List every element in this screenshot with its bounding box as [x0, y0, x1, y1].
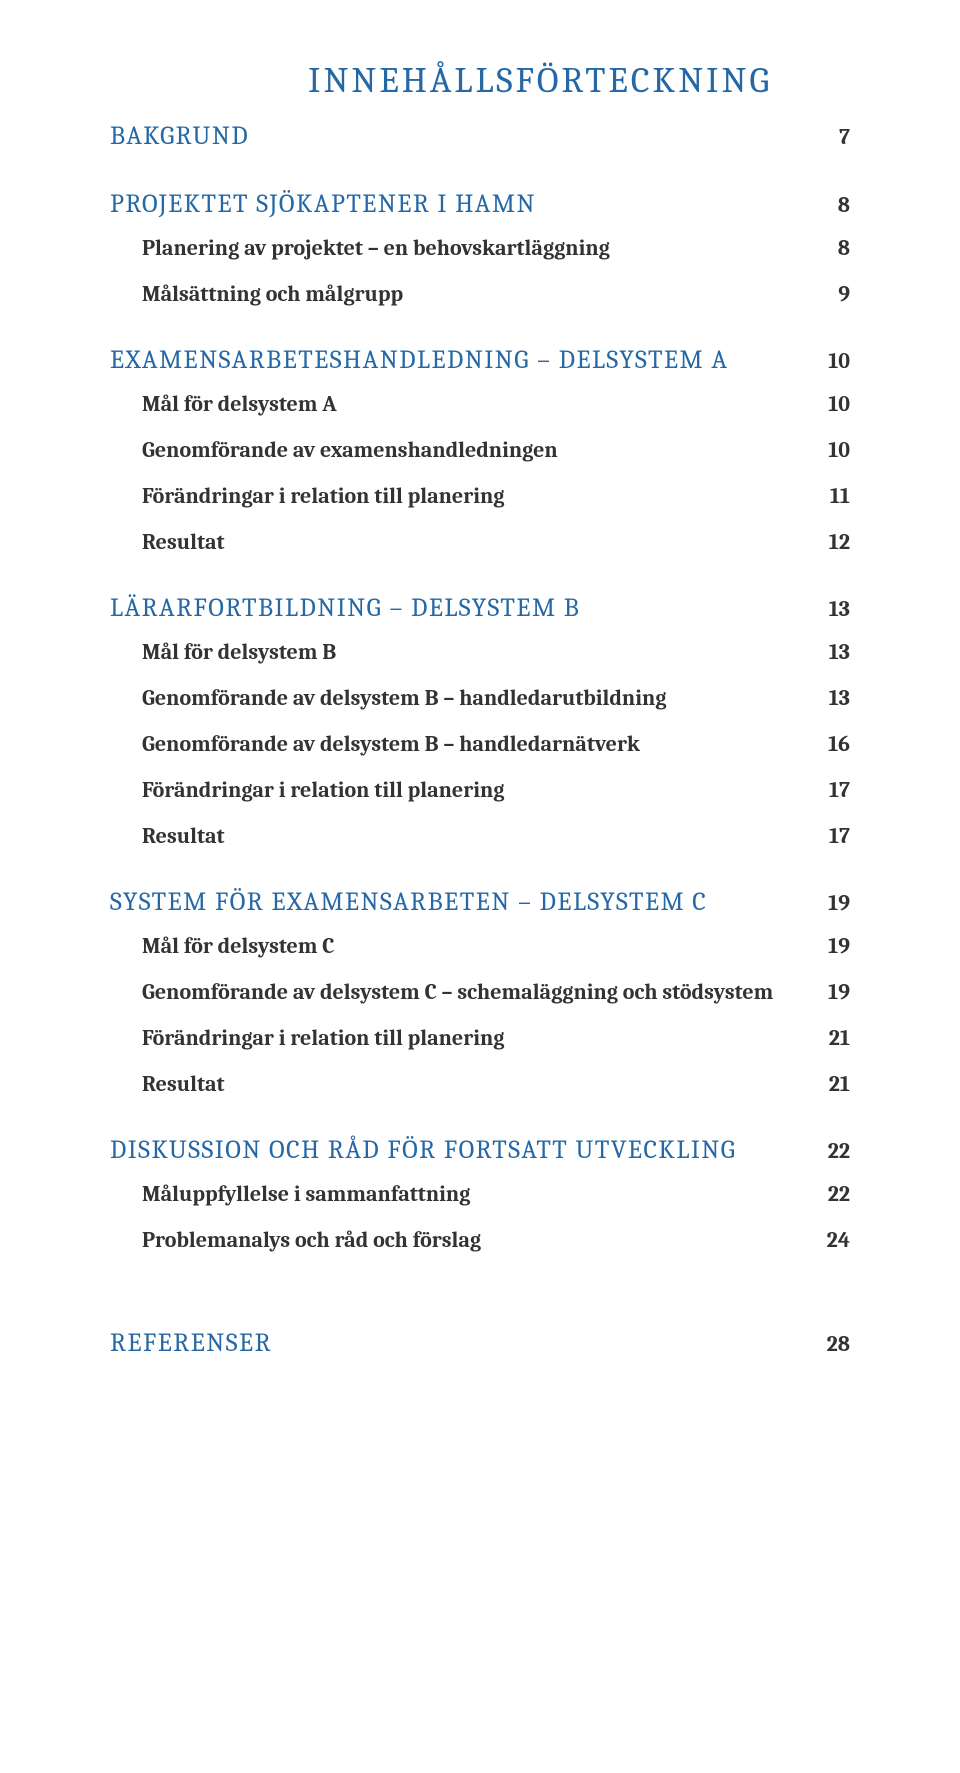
sub-item-page: 17: [829, 823, 850, 849]
section-heading-label: LÄRARFORTBILDNING – DELSYSTEM B: [110, 593, 580, 623]
sub-item-label: Genomförande av examenshandledningen: [142, 437, 558, 463]
sub-item-page: 19: [828, 979, 850, 1005]
section-heading-label: SYSTEM FÖR EXAMENSARBETEN – DELSYSTEM C: [110, 887, 707, 917]
toc-sub-item: Resultat 21: [110, 1071, 850, 1097]
section-heading-page: 22: [828, 1138, 850, 1164]
toc-sub-item: Förändringar i relation till planering 1…: [110, 483, 850, 509]
sub-item-label: Resultat: [142, 529, 225, 555]
sub-item-page: 21: [829, 1025, 850, 1051]
toc-section-bakgrund: BAKGRUND 7: [110, 121, 850, 151]
sub-item-label: Problemanalys och råd och förslag: [142, 1227, 481, 1253]
sub-item-page: 9: [838, 281, 850, 307]
toc-sub-item: Måluppfyllelse i sammanfattning 22: [110, 1181, 850, 1207]
sub-item-label: Genomförande av delsystem C – schemalägg…: [142, 979, 773, 1005]
section-heading: DISKUSSION OCH RÅD FÖR FORTSATT UTVECKLI…: [110, 1135, 850, 1165]
sub-item-page: 16: [828, 731, 850, 757]
section-heading-page: 8: [838, 192, 850, 218]
sub-item-label: Resultat: [142, 823, 225, 849]
sub-item-label: Förändringar i relation till planering: [142, 483, 504, 509]
toc-sub-item: Resultat 17: [110, 823, 850, 849]
section-heading-page: 19: [828, 890, 850, 916]
section-heading-label: DISKUSSION OCH RÅD FÖR FORTSATT UTVECKLI…: [110, 1135, 736, 1165]
sub-item-page: 12: [829, 529, 850, 555]
section-heading: BAKGRUND 7: [110, 121, 850, 151]
sub-item-label: Måluppfyllelse i sammanfattning: [142, 1181, 470, 1207]
toc-sub-item: Genomförande av delsystem B – handledarn…: [110, 731, 850, 757]
section-heading-page: 7: [839, 124, 850, 150]
toc-section-projektet: PROJEKTET SJÖKAPTENER I HAMN 8 Planering…: [110, 189, 850, 307]
section-heading: REFERENSER 28: [110, 1328, 850, 1358]
sub-item-page: 17: [829, 777, 850, 803]
sub-item-label: Målsättning och målgrupp: [142, 281, 403, 307]
toc-sub-item: Mål för delsystem B 13: [110, 639, 850, 665]
toc-section-delsystem-b: LÄRARFORTBILDNING – DELSYSTEM B 13 Mål f…: [110, 593, 850, 849]
section-heading-page: 10: [828, 348, 850, 374]
sub-item-label: Mål för delsystem A: [142, 391, 337, 417]
sub-item-page: 11: [830, 483, 850, 509]
sub-item-page: 8: [838, 235, 850, 261]
section-heading-label: REFERENSER: [110, 1328, 272, 1358]
page-title: INNEHÅLLSFÖRTECKNING: [230, 60, 850, 101]
sub-item-label: Mål för delsystem B: [142, 639, 336, 665]
sub-item-label: Förändringar i relation till planering: [142, 777, 504, 803]
toc-sub-item: Förändringar i relation till planering 2…: [110, 1025, 850, 1051]
toc-sub-item: Mål för delsystem A 10: [110, 391, 850, 417]
toc-sub-item: Genomförande av delsystem C – schemalägg…: [110, 979, 850, 1005]
toc-section-delsystem-c: SYSTEM FÖR EXAMENSARBETEN – DELSYSTEM C …: [110, 887, 850, 1097]
sub-item-page: 19: [828, 933, 850, 959]
sub-item-page: 10: [828, 391, 850, 417]
sub-item-page: 22: [828, 1181, 850, 1207]
toc-section-referenser: REFERENSER 28: [110, 1328, 850, 1358]
sub-item-page: 21: [829, 1071, 850, 1097]
toc-sub-item: Planering av projektet – en behovskartlä…: [110, 235, 850, 261]
section-heading: EXAMENSARBETESHANDLEDNING – DELSYSTEM A …: [110, 345, 850, 375]
sub-item-label: Genomförande av delsystem B – handledaru…: [142, 685, 666, 711]
section-heading: LÄRARFORTBILDNING – DELSYSTEM B 13: [110, 593, 850, 623]
sub-item-page: 24: [827, 1227, 850, 1253]
section-heading-page: 28: [827, 1331, 850, 1357]
toc-sub-item: Mål för delsystem C 19: [110, 933, 850, 959]
toc-sub-item: Förändringar i relation till planering 1…: [110, 777, 850, 803]
sub-item-page: 13: [829, 639, 850, 665]
section-heading-label: PROJEKTET SJÖKAPTENER I HAMN: [110, 189, 536, 219]
toc-sub-item: Genomförande av delsystem B – handledaru…: [110, 685, 850, 711]
sub-item-page: 13: [829, 685, 850, 711]
toc-sub-item: Genomförande av examenshandledningen 10: [110, 437, 850, 463]
sub-item-page: 10: [828, 437, 850, 463]
section-heading-label: BAKGRUND: [110, 121, 249, 151]
toc-sub-item: Problemanalys och råd och förslag 24: [110, 1227, 850, 1253]
section-heading: PROJEKTET SJÖKAPTENER I HAMN 8: [110, 189, 850, 219]
sub-item-label: Genomförande av delsystem B – handledarn…: [142, 731, 640, 757]
toc-sub-item: Målsättning och målgrupp 9: [110, 281, 850, 307]
toc-section-delsystem-a: EXAMENSARBETESHANDLEDNING – DELSYSTEM A …: [110, 345, 850, 555]
sub-item-label: Resultat: [142, 1071, 225, 1097]
section-heading: SYSTEM FÖR EXAMENSARBETEN – DELSYSTEM C …: [110, 887, 850, 917]
sub-item-label: Planering av projektet – en behovskartlä…: [142, 235, 610, 261]
toc-section-diskussion: DISKUSSION OCH RÅD FÖR FORTSATT UTVECKLI…: [110, 1135, 850, 1253]
section-heading-label: EXAMENSARBETESHANDLEDNING – DELSYSTEM A: [110, 345, 728, 375]
section-heading-page: 13: [829, 596, 850, 622]
toc-sub-item: Resultat 12: [110, 529, 850, 555]
sub-item-label: Mål för delsystem C: [142, 933, 334, 959]
sub-item-label: Förändringar i relation till planering: [142, 1025, 504, 1051]
